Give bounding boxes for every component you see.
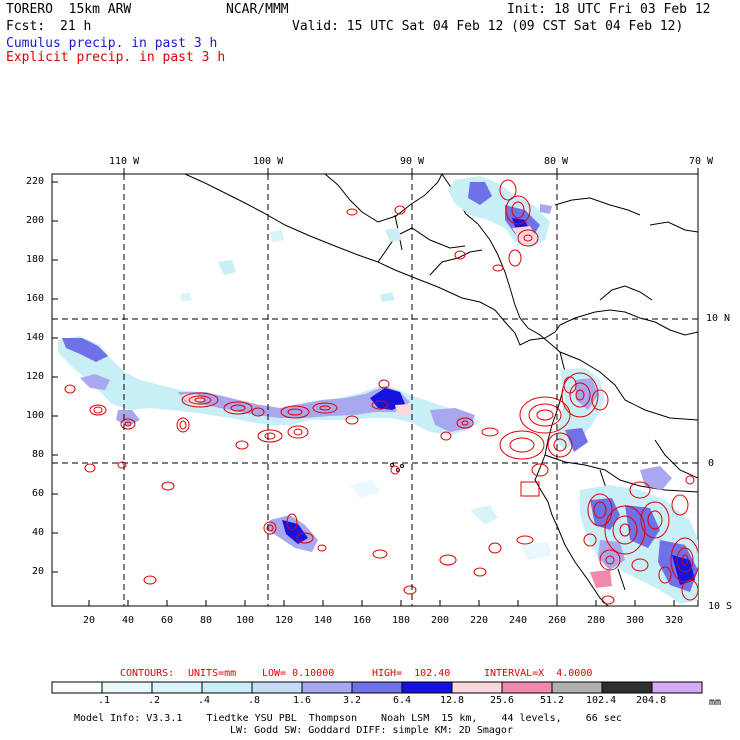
physics-info: LW: Godd SW: Goddard DIFF: simple KM: 2D… (230, 725, 513, 736)
organization: NCAR/MMM (226, 2, 289, 17)
colorbar-label: .2 (148, 695, 161, 706)
lon-label: 90 W (400, 156, 425, 167)
x-tick-label: 100 (236, 615, 255, 626)
x-tick-label: 200 (431, 615, 450, 626)
lon-ticks-top (123, 168, 699, 174)
explicit-precip-contours (64, 179, 698, 605)
colorbar-label: .1 (98, 695, 111, 706)
x-tick-label: 180 (392, 615, 411, 626)
y-tick-label: 140 (26, 332, 45, 343)
y-tick-label: 160 (26, 293, 45, 304)
colorbar-label: 51.2 (540, 695, 565, 706)
colorbar-label: 102.4 (586, 695, 617, 706)
y-tick-label: 60 (32, 488, 45, 499)
y-tick-label: 100 (26, 410, 45, 421)
x-tick-label: 280 (587, 615, 606, 626)
contours-low: LOW= 0.10000 (262, 668, 335, 679)
contours-units: UNITS=mm (188, 668, 237, 679)
colorbar-label: 3.2 (343, 695, 362, 706)
legend-cumulus: Cumulus precip. in past 3 h (6, 36, 218, 51)
colorbar-label: 1.6 (293, 695, 312, 706)
colorbar-swatch (401, 681, 453, 694)
lat-label: 10 N (706, 313, 731, 324)
colorbar-swatch (651, 681, 703, 694)
colorbar-swatch (451, 681, 503, 694)
x-tick-label: 20 (83, 615, 96, 626)
colorbar-swatch (51, 681, 103, 694)
colorbar-label: 25.6 (490, 695, 515, 706)
colorbar-swatch (251, 681, 303, 694)
colorbar-unit: mm (709, 697, 722, 708)
colorbar-swatch (551, 681, 603, 694)
colorbar (51, 681, 703, 694)
contours-high: HIGH= 102.40 (372, 668, 451, 679)
grid-lines (52, 174, 698, 606)
x-tick-label: 140 (314, 615, 333, 626)
lon-label: 110 W (109, 156, 140, 167)
colorbar-swatch (151, 681, 203, 694)
y-tick-label: 220 (26, 176, 45, 187)
y-tick-label: 40 (32, 527, 45, 538)
contours-label: CONTOURS: (120, 668, 175, 679)
legend-explicit: Explicit precip. in past 3 h (6, 50, 226, 65)
x-tick-label: 120 (275, 615, 294, 626)
colorbar-label: .8 (248, 695, 261, 706)
init-time: Init: 18 UTC Fri 03 Feb 12 (507, 2, 711, 17)
colorbar-swatch (601, 681, 653, 694)
colorbar-label: 6.4 (393, 695, 412, 706)
lat-label: 0 (708, 458, 715, 469)
y-tick-label: 180 (26, 254, 45, 265)
colorbar-label: 12.8 (440, 695, 465, 706)
forecast-label: Fcst: (6, 19, 46, 34)
x-tick-label: 80 (200, 615, 213, 626)
y-tick-label: 200 (26, 215, 45, 226)
model-info: Model Info: V3.3.1 Tiedtke YSU PBL Thomp… (74, 713, 622, 724)
model-name: TORERO 15km ARW (6, 2, 132, 17)
lon-label: 100 W (253, 156, 284, 167)
y-tick-label: 120 (26, 371, 45, 382)
colorbar-swatch (351, 681, 403, 694)
x-tick-label: 240 (509, 615, 528, 626)
coastlines (184, 174, 698, 606)
lon-label: 80 W (544, 156, 569, 167)
x-tick-label: 320 (665, 615, 684, 626)
y-tick-label: 20 (32, 566, 45, 577)
colorbar-swatch (301, 681, 353, 694)
contours-interval: INTERVAL=X 4.0000 (484, 668, 593, 679)
lon-label: 70 W (689, 156, 714, 167)
x-tick-label: 160 (353, 615, 372, 626)
colorbar-swatch (101, 681, 153, 694)
colorbar-label: .4 (198, 695, 211, 706)
colorbar-swatch (501, 681, 553, 694)
y-tick-label: 80 (32, 449, 45, 460)
x-axis-ticks (88, 600, 675, 606)
colorbar-label: 204.8 (636, 695, 667, 706)
x-tick-label: 60 (161, 615, 174, 626)
lat-label: 10 S (708, 601, 733, 612)
x-tick-label: 300 (626, 615, 645, 626)
colorbar-swatch (201, 681, 253, 694)
x-tick-label: 40 (122, 615, 135, 626)
valid-time: Valid: 15 UTC Sat 04 Feb 12 (09 CST Sat … (292, 19, 684, 34)
forecast-hour: 21 h (60, 19, 92, 34)
x-tick-label: 220 (470, 615, 489, 626)
x-tick-label: 260 (548, 615, 567, 626)
y-axis-ticks (52, 181, 58, 573)
